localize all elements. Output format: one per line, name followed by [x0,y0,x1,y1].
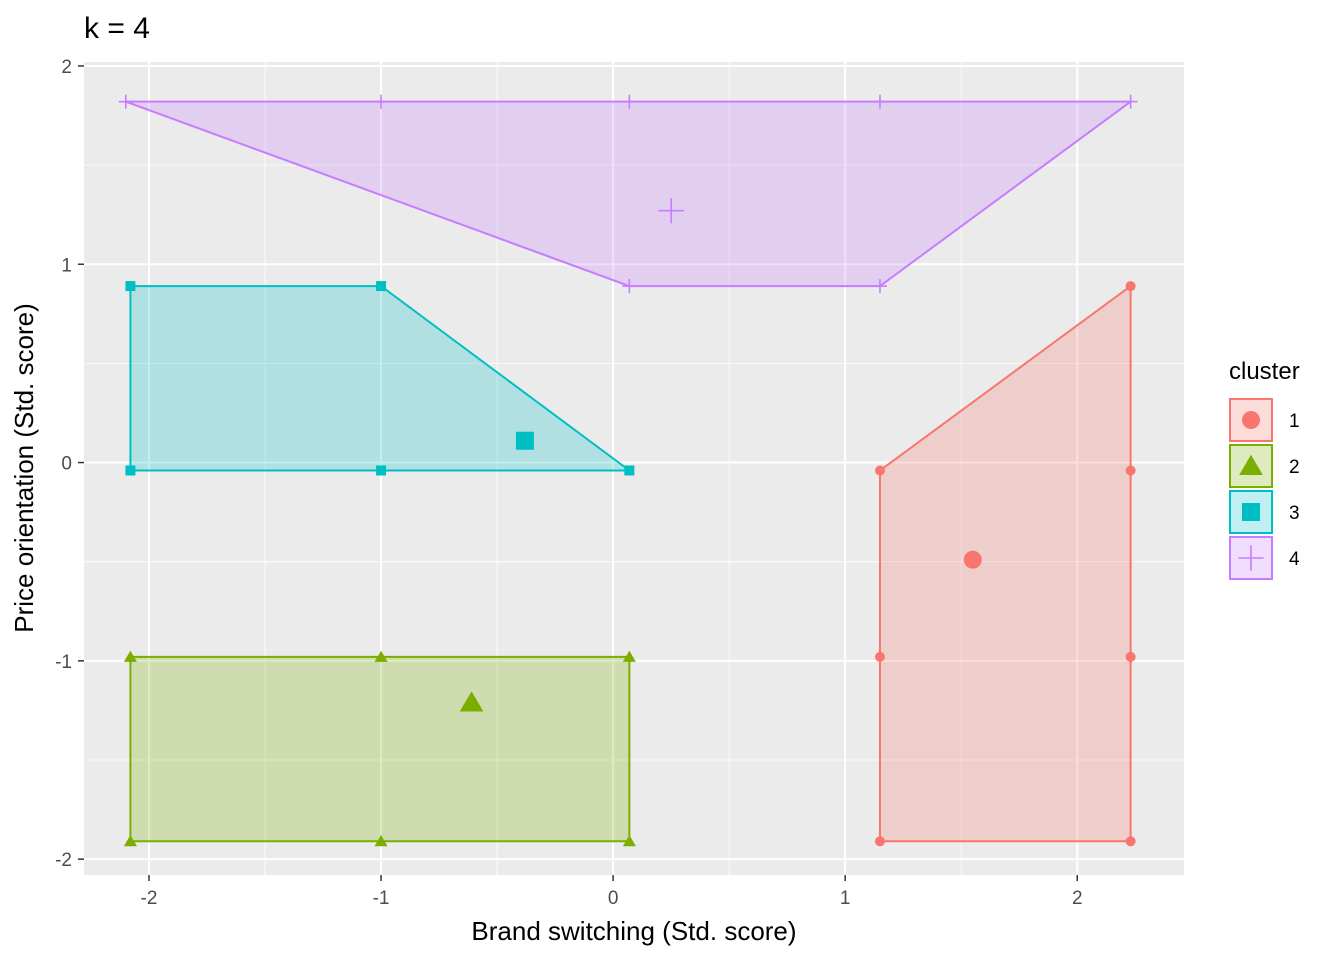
y-tick-label: -1 [55,652,72,673]
x-tick-label: -1 [373,888,390,909]
cluster-1-point [1125,465,1136,476]
x-tick-label: 2 [1072,888,1083,909]
cluster-4-point [374,94,389,109]
cluster-4-point [622,279,637,294]
cluster-centroids [459,198,982,712]
legend-marker [1242,503,1260,521]
cluster-1-point [1125,836,1136,847]
cluster-3-point [624,465,635,476]
legend-label: 4 [1289,549,1300,570]
legend-item-2: 2 [1229,444,1300,488]
cluster-3-centroid [515,431,534,450]
x-tick-label: 1 [840,888,851,909]
legend-label: 3 [1289,503,1300,524]
cluster-3-point [125,465,136,476]
legend-marker [1239,454,1263,475]
y-tick-label: 0 [61,454,72,475]
x-axis-title: Brand switching (Std. score) [471,916,796,946]
cluster-3-point [376,281,387,292]
x-tick-label: 0 [608,888,619,909]
legend-label: 1 [1289,411,1300,432]
cluster-2-point [123,650,137,662]
cluster-4-point [872,94,887,109]
cluster-points [118,94,1138,847]
legend-marker [1242,411,1260,429]
cluster-2-hull [129,655,631,843]
y-tick-label: 2 [61,57,72,78]
cluster-2-point [123,835,137,847]
cluster-4-point [1123,94,1138,109]
cluster-2-point [622,650,636,662]
cluster-1-point [1125,281,1136,292]
cluster-hulls [125,100,1134,843]
cluster-1-point [874,465,885,476]
x-tick-label: -2 [141,888,158,909]
legend-marker [1238,545,1264,571]
cluster-2-point [374,835,388,847]
cluster-4-point [118,94,133,109]
cluster-3-point [125,281,136,292]
cluster-1-centroid [963,550,982,569]
cluster-1-point [874,651,885,662]
y-tick-label: -2 [55,850,72,871]
cluster-3-point [376,465,387,476]
legend-item-1: 1 [1229,398,1300,442]
cluster-2-point [374,650,388,662]
cluster-4-point [872,279,887,294]
cluster-1-point [874,836,885,847]
axes: -2 -1 0 1 2 -2 -1 0 1 2 [55,57,1082,909]
chart-title: k = 4 [84,12,150,45]
legend-item-4: 4 [1229,536,1300,580]
cluster-4-point [622,94,637,109]
y-tick-label: 1 [61,255,72,276]
legend-label: 2 [1289,457,1300,478]
y-axis-title: Price orientation (Std. score) [9,303,39,632]
legend-item-3: 3 [1229,490,1300,534]
cluster-2-point [622,835,636,847]
legend: cluster 1 2 3 4 [1229,358,1300,580]
cluster-4-centroid [658,198,684,224]
cluster-1-point [1125,651,1136,662]
cluster-2-centroid [459,691,484,712]
legend-title: cluster [1229,358,1300,385]
